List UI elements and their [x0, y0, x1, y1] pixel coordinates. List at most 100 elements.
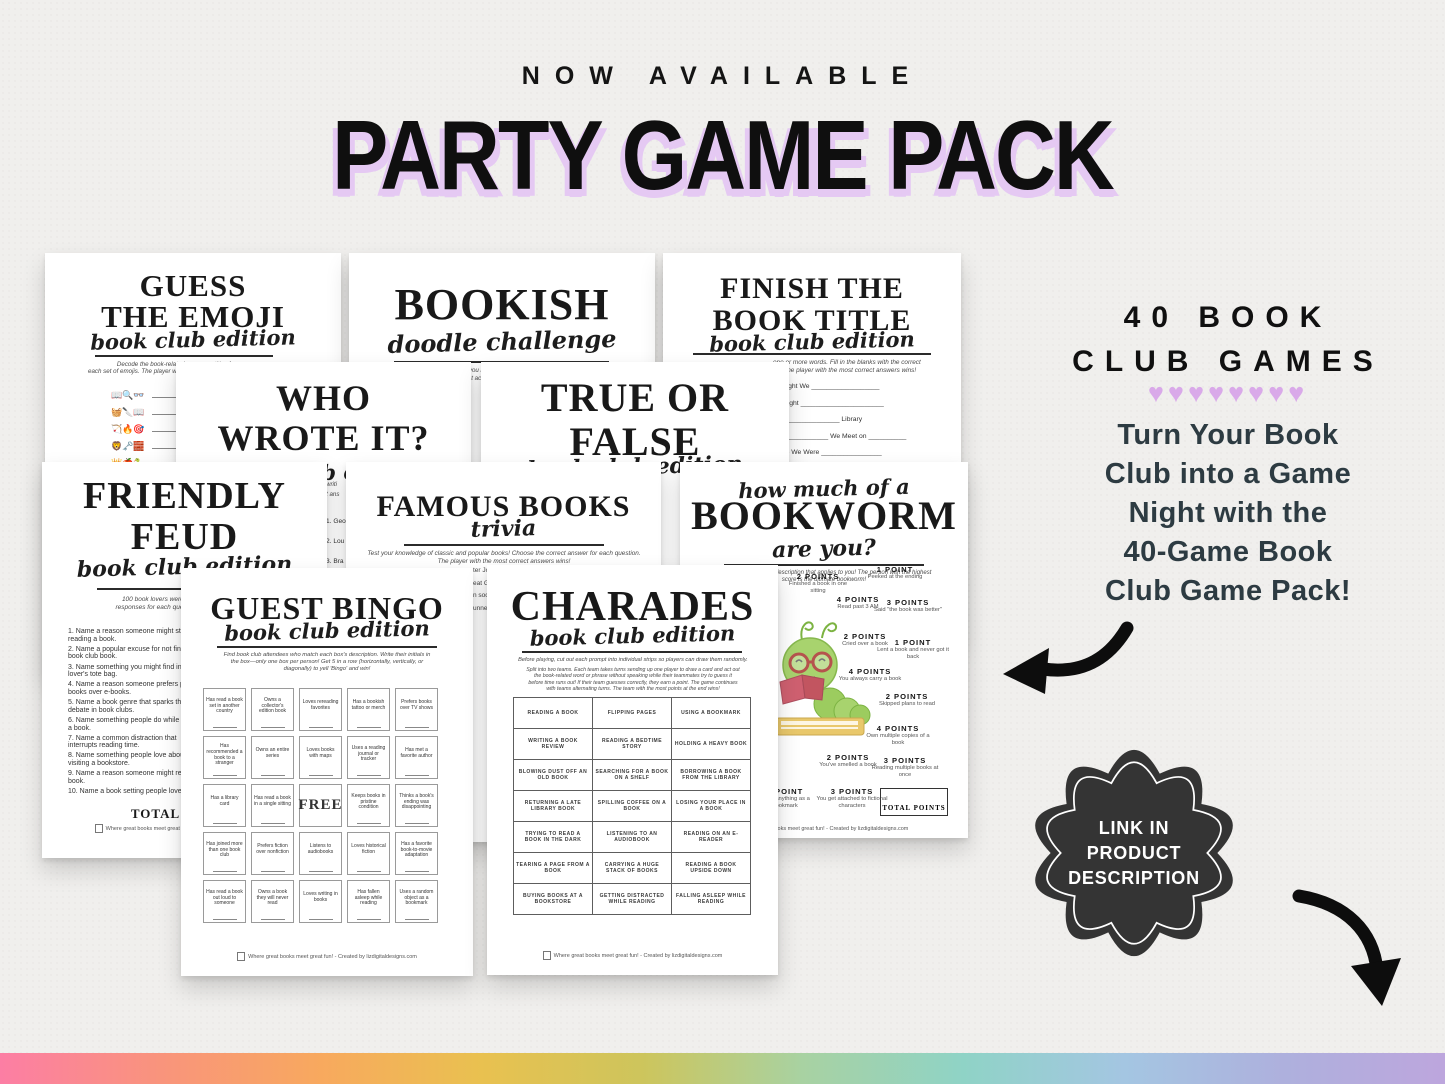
initials-line [404, 774, 429, 776]
point-value: 3 POINTS [830, 787, 874, 796]
bingo-cell-text: Loves writing in books [303, 890, 338, 903]
point-value: 1 POINT [876, 565, 914, 574]
bingo-footer: Where great books meet great fun! - Crea… [181, 952, 473, 961]
initials-line [260, 918, 285, 920]
feud-question: 3. Name something you might find in a bo… [68, 663, 205, 679]
bingo-cell-text: Owns a collector's edition book [259, 696, 286, 715]
charades-prompt-cell: WRITING A BOOK REVIEW [513, 728, 593, 760]
initials-line [404, 822, 429, 824]
bingo-description: Find book club attendees who match each … [223, 652, 431, 673]
hearts-row: ♥♥♥♥♥♥♥♥ [1048, 378, 1408, 409]
fill-in-blank-item: 17. The Night ______________________ [758, 399, 884, 407]
sheet-guest-bingo: GUEST BINGO book club edition Find book … [181, 568, 473, 976]
point-entry: 2 POINTS You've smelled a book [812, 753, 884, 769]
heart-icon: ♥ [1248, 378, 1269, 408]
bingo-cell-text: Has read a book in a single sitting [254, 794, 291, 807]
charades-prompt-cell: SEARCHING FOR A BOOK ON A SHELF [592, 759, 672, 791]
now-available-eyebrow: NOW AVAILABLE [521, 62, 924, 90]
rainbow-bar [0, 1053, 1445, 1084]
bingo-cell: Loves books with maps [299, 736, 342, 779]
heart-icon: ♥ [1147, 378, 1168, 408]
bingo-cell: Listens to audiobooks [299, 832, 342, 875]
bookworm-illustration [775, 621, 871, 736]
point-description: Said "the book was better" [874, 607, 942, 613]
point-description: Used anything as a bookmark [760, 796, 810, 809]
feud-question: 2. Name a popular excuse for not finishi… [68, 645, 205, 661]
initials-line [308, 870, 333, 872]
guess-title: GUESS THE EMOJI [101, 268, 285, 334]
bookworm-footer: Where great books meet great fun! - Crea… [739, 826, 909, 832]
point-entry: 3 POINTS Reading multiple books at once [869, 756, 941, 778]
feud-question: 10. Name a book setting people love. [68, 788, 184, 796]
feud-question: 5. Name a book genre that sparks the mos… [68, 699, 203, 714]
initials-line [212, 775, 237, 776]
point-description: Peeked at the ending [867, 574, 923, 580]
bookworm-total-points-box: TOTAL POINTS [880, 788, 948, 816]
true-false-title: TRUE OR FALSE [540, 375, 730, 464]
bingo-cell: Has a favorite book-to-movie adaptation [395, 832, 438, 875]
initials-line [260, 774, 285, 776]
bingo-cell: Has a library card [203, 784, 246, 827]
feud-question: 8. Name something people love about visi… [68, 752, 186, 768]
charades-prompt-cell: READING ON AN E-READER [671, 821, 751, 853]
bingo-cell: Loves historical fiction [347, 832, 390, 875]
bingo-cell-text: Prefers fiction over nonfiction [256, 842, 289, 855]
initials-line [356, 774, 381, 776]
point-description: Own multiple copies of a book [866, 733, 930, 746]
point-description: Read past 3 AM [837, 604, 879, 610]
page-icon [237, 952, 246, 961]
initials-line [356, 822, 381, 824]
initials-line [404, 870, 429, 872]
charades-prompt-cell: BLOWING DUST OFF AN OLD BOOK [513, 759, 593, 791]
point-value: 2 POINTS [885, 692, 929, 701]
who-title: WHO WROTE IT? [217, 378, 430, 458]
famous-title: FAMOUS BOOKS [376, 490, 631, 523]
feud-question: 7. Name a common distraction that interr… [68, 734, 177, 750]
bingo-cell: Owns a collector's edition book [251, 688, 294, 731]
bookworm-points-list: 2 POINTS Finished a book in one sitting … [680, 462, 968, 838]
page-title: PARTY GAME PACK [332, 101, 1115, 211]
guess-rule [95, 355, 273, 357]
point-description: Lent a book and never got it back [877, 647, 949, 660]
point-value: 4 POINTS [836, 595, 880, 604]
initials-line [308, 918, 333, 920]
charades-prompt-cell: READING A BEDTIME STORY [592, 728, 672, 760]
bingo-cell: Has recommended a book to a stranger [203, 736, 246, 779]
bingo-cell-text: Has a favorite book-to-movie adaptation [400, 840, 433, 859]
charades-instructions-1: Before playing, cut out each prompt into… [518, 657, 748, 663]
page-icon [94, 824, 103, 833]
sheet-charades: CHARADES book club edition Before playin… [487, 565, 778, 975]
bingo-cell: FREE [299, 784, 342, 827]
fill-in-blank-item: 18. The _______________ Library [758, 416, 863, 423]
bingo-cell-text: Loves rereading favorites [302, 698, 339, 711]
promo-body-text: Turn Your Book Club into a Game Night wi… [1104, 419, 1352, 607]
point-entry: 1 POINT Used anything as a bookmark [749, 787, 821, 809]
point-entry: 4 POINTS Read past 3 AM [822, 595, 894, 611]
bingo-cell: Has read a book in a single sitting [251, 784, 294, 827]
fill-in-blank-item: 19. The ____________ We Meet on ________… [758, 432, 907, 440]
bookish-title: BOOKISH [394, 280, 610, 329]
point-entry: 2 POINTS Cried over a book [829, 632, 901, 648]
famous-rule [404, 544, 604, 546]
bingo-title: GUEST BINGO [210, 590, 444, 626]
bingo-cell-text: Loves books with maps [306, 746, 335, 759]
charades-rule [522, 651, 742, 653]
feud-title: FRIENDLY FEUD [83, 475, 286, 558]
point-description: Cried over a book [842, 641, 888, 647]
bingo-cell-text: Uses a random object as a bookmark [399, 888, 434, 907]
bookworm-title: BOOKWORM [691, 493, 957, 538]
emoji-set-icon: 🏹🔥🎯 [111, 424, 145, 434]
point-entry: 2 POINTS Skipped plans to read [871, 692, 943, 708]
bingo-cell-text: Has read a book out loud to someone [206, 888, 243, 907]
heart-icon: ♥ [1167, 378, 1188, 408]
charades-prompt-cell: LOSING YOUR PLACE IN A BOOK [671, 790, 751, 822]
charades-prompt-cell: BUYING BOOKS AT A BOOKSTORE [513, 883, 593, 915]
bingo-cell: Has read a book set in another country [203, 688, 246, 731]
initials-line [260, 870, 285, 872]
bingo-cell: Prefers books over TV shows [395, 688, 438, 731]
bingo-cell-text: Keeps books in pristine condition [351, 792, 386, 811]
bingo-grid: Has read a book set in another country O… [203, 688, 438, 923]
bingo-cell-text: Has a bookish tattoo or merch [351, 698, 386, 711]
initials-line [356, 870, 381, 872]
initials-line [212, 918, 237, 920]
